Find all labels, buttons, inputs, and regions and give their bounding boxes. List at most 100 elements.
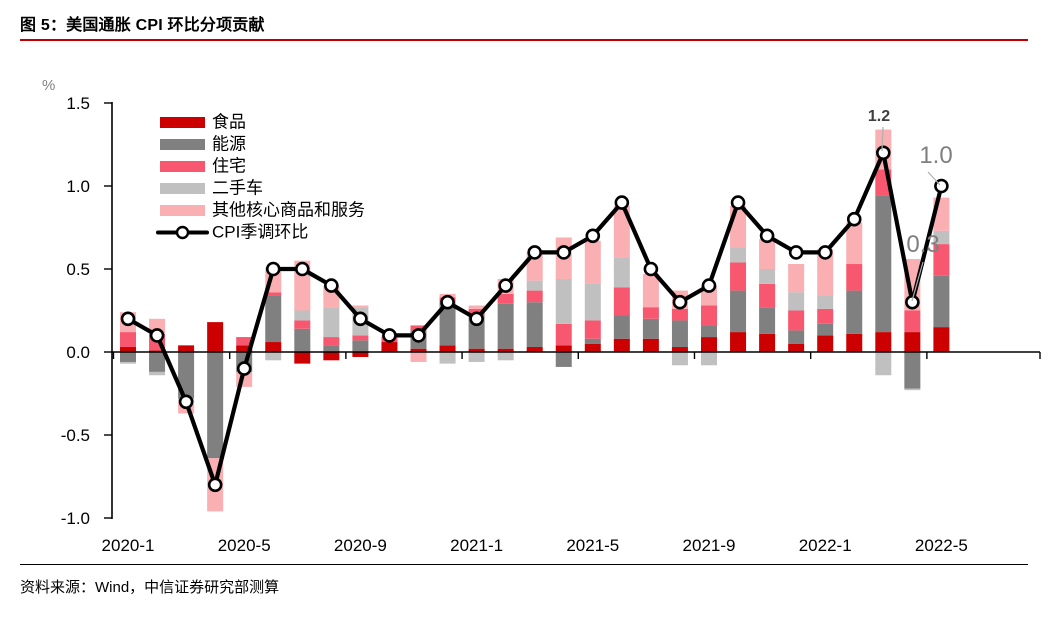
bar-segment-食品 [497,348,514,352]
annotation-leader-line [911,261,924,302]
y-tick-label: 0.0 [66,343,90,362]
bar-segment-食品 [207,322,224,352]
bar-segment-食品 [904,332,921,352]
cpi-line-marker [178,394,194,410]
bar-segment-住宅 [788,310,805,331]
bar-segment-住宅 [846,264,863,291]
cpi-line-marker [382,328,397,343]
cpi-line-marker [759,228,775,244]
bar-segment-其他核心商品和服务 [817,249,834,296]
bar-segment-住宅 [759,283,776,308]
bar-segment-住宅 [555,323,572,346]
y-tick-label: -1.0 [61,509,90,528]
bar-segment-其他核心商品和服务 [788,264,805,293]
bar-segment-其他核心商品和服务 [468,305,485,309]
bar-segment-能源 [671,320,688,348]
bar-segment-能源 [613,315,630,339]
source-divider [20,564,1028,565]
bar-segment-住宅 [730,262,747,291]
bar-segment-二手车 [613,257,630,288]
bar-segment-能源 [149,352,166,372]
bar-segment-能源 [584,338,601,344]
bar-segment-食品 [236,345,253,352]
bar-segment-能源 [817,323,834,336]
cpi-line-marker [324,278,339,293]
bar-segment-能源 [846,290,863,334]
x-tick-label: 2022-5 [915,536,968,555]
bar-segment-食品 [759,333,776,352]
cpi-line-marker [846,211,862,227]
cpi-line-marker [440,294,455,310]
bar-segment-二手车 [323,307,340,338]
bar-segment-二手车 [526,280,543,291]
bar-segment-住宅 [294,320,311,329]
cpi-line-marker [498,278,513,293]
bar-segment-食品 [817,335,834,352]
legend-label-二手车: 二手车 [212,179,263,198]
bar-segment-二手车 [584,283,601,321]
cpi-line-marker [353,311,368,327]
legend-swatch-二手车 [160,183,205,194]
bar-segment-食品 [933,327,950,352]
legend-label-食品: 食品 [212,113,246,132]
bar-segment-能源 [178,352,195,399]
legend-label-其他核心商品和服务: 其他核心商品和服务 [212,201,365,220]
annotation-leader-line [881,126,884,152]
bar-segment-能源 [207,352,224,459]
bar-segment-食品 [846,333,863,352]
bar-segment-住宅 [265,292,282,296]
bar-segment-能源 [323,345,340,352]
bar-segment-二手车 [120,361,136,364]
bar-segment-食品 [149,350,166,352]
x-tick-label: 2022-1 [799,536,852,555]
bar-segment-能源 [933,275,950,328]
bar-segment-其他核心商品和服务 [352,305,369,308]
bar-segment-其他核心商品和服务 [759,239,776,269]
bar-segment-食品 [178,345,195,352]
annotation-leader-line [927,171,941,186]
bar-segment-能源 [788,330,805,344]
bar-segment-食品 [642,338,659,352]
bar-segment-能源 [526,302,543,348]
cpi-line-marker [643,261,659,277]
bar-segment-住宅 [120,332,136,348]
x-tick-label: 2021-5 [566,536,619,555]
bar-segment-住宅 [671,308,688,321]
bar-segment-食品 [701,337,717,352]
data-label-1.0: 1.0 [919,142,952,169]
cpi-line-marker [875,145,891,161]
y-tick-label: 1.0 [66,177,90,196]
bar-segment-二手车 [817,295,834,309]
bar-segment-二手车 [788,292,805,311]
cpi-line-marker [701,278,717,293]
bar-segment-食品 [352,352,369,357]
x-tick-label: 2020-5 [218,536,271,555]
y-tick-label: 0.5 [66,260,90,279]
cpi-line-marker [527,245,543,260]
bar-segment-住宅 [236,337,253,346]
bar-segment-能源 [294,328,311,352]
bar-segment-能源 [497,303,514,349]
cpi-line-marker [788,245,804,260]
bar-segment-能源 [701,325,717,338]
y-axis-unit-label: % [42,77,55,94]
bar-segment-二手车 [933,230,950,245]
bar-segment-能源 [642,318,659,339]
bar-segment-食品 [120,347,136,352]
bar-segment-二手车 [875,352,892,376]
bar-segment-二手车 [497,352,514,361]
figure-title: 图 5：美国通胀 CPI 环比分项贡献 [20,17,265,34]
legend-label-能源: 能源 [212,135,246,154]
cpi-line-marker [207,477,223,493]
cpi-line-marker [672,294,688,310]
bar-segment-能源 [352,340,369,352]
bar-segment-二手车 [265,352,282,361]
bar-segment-食品 [410,348,427,352]
bar-segment-二手车 [671,352,688,366]
bar-segment-能源 [265,295,282,343]
bar-segment-住宅 [642,307,659,319]
bar-segment-住宅 [410,325,427,331]
bar-segment-食品 [671,347,688,352]
legend-label-CPI季调环比: CPI季调环比 [212,223,308,242]
